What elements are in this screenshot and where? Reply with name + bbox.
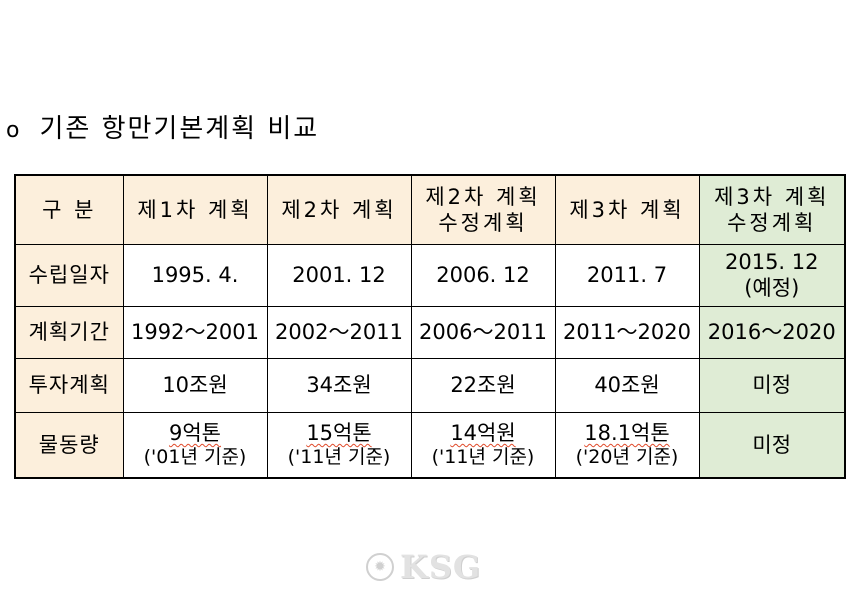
header-category: 구 분 <box>14 174 124 245</box>
cell-plan3-revised: 2015. 12 (예정) <box>698 243 846 307</box>
cell-plan3-revised: 미정 <box>698 357 846 413</box>
cell-plan1: 1995. 4. <box>122 243 268 307</box>
header-plan3: 제3차 계획 <box>554 174 700 245</box>
row-label-established: 수립일자 <box>14 243 124 307</box>
cell-plan1: 1992～2001 <box>122 305 268 359</box>
cell-plan2: 15억톤 ('11년 기준) <box>266 411 412 479</box>
header-plan2: 제2차 계획 <box>266 174 412 245</box>
table-row: 물동량 9억톤 ('01년 기준) 15억톤 ('11년 기준) 14억원 ('… <box>14 411 846 479</box>
header-plan3-revised: 제3차 계획 수정계획 <box>698 174 846 245</box>
table-row: 계획기간 1992～2001 2002～2011 2006～2011 2011～… <box>14 305 846 359</box>
cell-plan2: 34조원 <box>266 357 412 413</box>
cell-plan3: 40조원 <box>554 357 700 413</box>
cell-plan3: 18.1억톤 ('20년 기준) <box>554 411 700 479</box>
seal-icon: ✹ <box>366 553 394 581</box>
row-label-period: 계획기간 <box>14 305 124 359</box>
cell-plan3-revised: 미정 <box>698 411 846 479</box>
header-row: 구 분 제1차 계획 제2차 계획 제2차 계획 수정계획 제3차 계획 제3차… <box>14 174 846 245</box>
table-row: 투자계획 10조원 34조원 22조원 40조원 미정 <box>14 357 846 413</box>
watermark-logo: KSG <box>400 548 482 586</box>
comparison-table: 구 분 제1차 계획 제2차 계획 제2차 계획 수정계획 제3차 계획 제3차… <box>14 174 846 479</box>
cell-plan3: 2011～2020 <box>554 305 700 359</box>
cell-plan2-revised: 2006～2011 <box>410 305 556 359</box>
cell-plan2-revised: 22조원 <box>410 357 556 413</box>
cell-plan1: 10조원 <box>122 357 268 413</box>
section-heading: o 기존 항만기본계획 비교 <box>6 108 319 145</box>
header-plan1: 제1차 계획 <box>122 174 268 245</box>
row-label-investment: 투자계획 <box>14 357 124 413</box>
cell-plan2: 2002～2011 <box>266 305 412 359</box>
table-row: 수립일자 1995. 4. 2001. 12 2006. 12 2011. 7 … <box>14 243 846 307</box>
row-label-volume: 물동량 <box>14 411 124 479</box>
cell-plan2-revised: 2006. 12 <box>410 243 556 307</box>
cell-plan2: 2001. 12 <box>266 243 412 307</box>
watermark: ✹ KSG <box>366 548 481 586</box>
cell-plan3-revised: 2016～2020 <box>698 305 846 359</box>
bullet-icon: o <box>6 118 22 143</box>
cell-plan3: 2011. 7 <box>554 243 700 307</box>
cell-plan1: 9억톤 ('01년 기준) <box>122 411 268 479</box>
cell-plan2-revised: 14억원 ('11년 기준) <box>410 411 556 479</box>
header-plan2-revised: 제2차 계획 수정계획 <box>410 174 556 245</box>
heading-title: 기존 항만기본계획 비교 <box>39 114 320 144</box>
